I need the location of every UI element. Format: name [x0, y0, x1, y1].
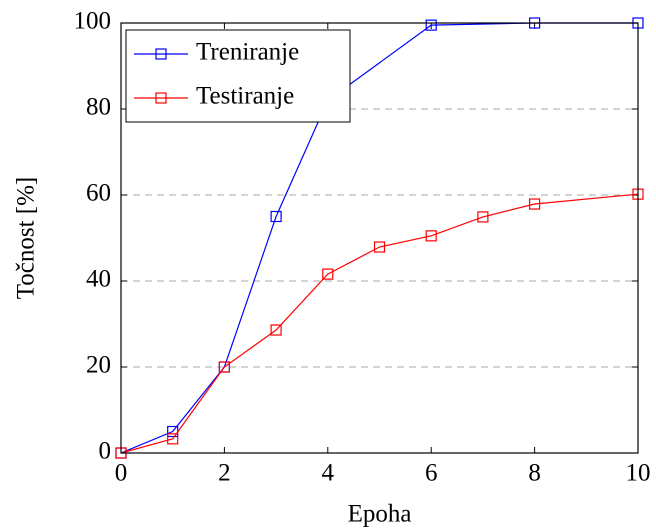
legend-label: Treniranje — [196, 39, 299, 66]
marker — [425, 19, 437, 31]
legend-label: Testiranje — [196, 83, 294, 110]
legend — [125, 29, 351, 123]
x-tick-label: 8 — [528, 460, 541, 487]
x-tick-label: 4 — [322, 460, 335, 487]
y-axis-label: Točnost [%] — [13, 177, 40, 300]
plot-frame — [120, 22, 639, 454]
x-tick-label: 0 — [115, 460, 128, 487]
y-tick-label: 20 — [86, 352, 111, 379]
y-tick-label: 40 — [86, 266, 111, 293]
marker — [270, 324, 282, 336]
marker — [528, 198, 541, 210]
x-axis-label: Epoha — [348, 501, 412, 528]
x-tick-label: 2 — [218, 460, 231, 487]
x-tick-label: 6 — [425, 460, 438, 487]
y-tick-label: 80 — [86, 94, 111, 121]
x-tick-label: 10 — [626, 460, 651, 487]
marker — [270, 210, 282, 223]
marker — [218, 361, 230, 373]
marker — [167, 433, 179, 445]
marker — [425, 230, 437, 242]
legend-marker — [155, 48, 167, 60]
y-tick-label: 60 — [86, 180, 111, 207]
marker — [322, 268, 334, 280]
series-line — [120, 193, 639, 454]
y-tick-label: 0 — [99, 438, 112, 465]
y-tick-label: 100 — [74, 8, 112, 35]
legend-marker — [155, 92, 167, 104]
marker — [373, 241, 386, 253]
marker — [477, 211, 489, 223]
